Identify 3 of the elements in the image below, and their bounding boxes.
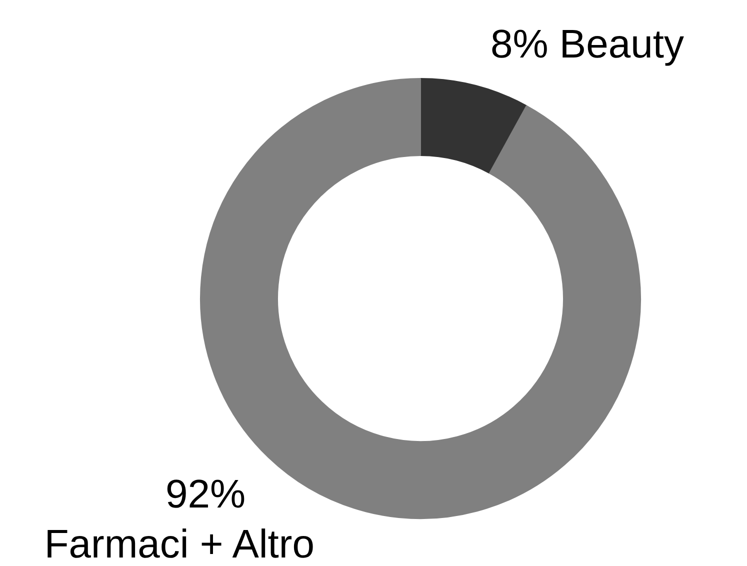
slice-label: Farmaci + Altro [44,522,314,566]
data-label: 92% [165,472,246,516]
slice-label: 8% Beauty [490,22,684,66]
